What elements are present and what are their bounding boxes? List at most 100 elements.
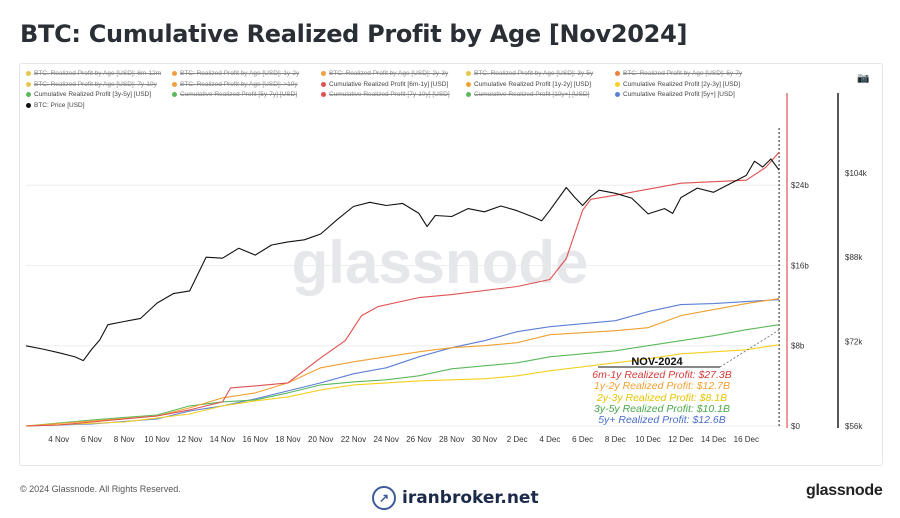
legend-dot-icon [615, 92, 620, 97]
x-tick-label: 12 Dec [668, 435, 693, 444]
legend-label: BTC: Realized Profit by Age [USD]: >10y [180, 80, 298, 88]
legend-label: BTC: Realized Profit by Age [USD]: 5y-7y [623, 70, 743, 77]
brand-logo[interactable]: ↗ iranbroker.net [372, 486, 539, 510]
legend-label: BTC: Realized Profit by Age [USD]: 3y-5y [474, 70, 594, 77]
legend-item[interactable]: BTC: Realized Profit by Age [USD]: >10y [172, 81, 298, 88]
x-tick-label: 14 Dec [701, 435, 726, 444]
x-tick-label: 18 Nov [275, 435, 300, 444]
legend-item[interactable]: BTC: Realized Profit by Age [USD]: 3y-5y [466, 70, 593, 77]
annotation-title: NOV-2024 [631, 356, 683, 368]
watermark: glassnode [292, 229, 589, 296]
x-tick-label: 8 Nov [114, 435, 135, 444]
x-tick-label: 14 Nov [210, 435, 235, 444]
annotation-line: 2y-3y Realized Profit: $8.1B [596, 391, 728, 404]
right-axis-tick-label: $88k [845, 253, 863, 262]
legend-item[interactable]: Cumulative Realized Profit [2y-3y] [USD] [615, 81, 740, 88]
legend-dot-icon [466, 92, 471, 97]
legend-dot-icon [26, 81, 31, 87]
series-line [25, 158, 780, 362]
legend-dot-icon [321, 71, 326, 76]
legend-item[interactable]: Cumulative Realized Profit [10y+] [USD] [466, 91, 589, 98]
legend-item[interactable]: Cumulative Realized Profit [5y+] [USD] [615, 91, 735, 98]
legend-dot-icon [172, 71, 177, 76]
legend-label: Cumulative Realized Profit [1y-2y] [USD] [474, 80, 592, 88]
legend-dot-icon [466, 81, 471, 87]
glassnode-logo: glassnode [806, 482, 883, 499]
x-tick-label: 10 Dec [635, 435, 660, 444]
right-axis-tick-label: $104k [845, 169, 868, 178]
legend-dot-icon [172, 81, 177, 87]
x-tick-label: 24 Nov [373, 435, 398, 444]
legend-dot-icon [321, 92, 326, 97]
legend-label: BTC: Realized Profit by Age [USD]: 6m-12… [34, 70, 162, 77]
legend-label: Cumulative Realized Profit [10y+] [USD] [474, 91, 590, 98]
trend-icon: ↗ [372, 486, 396, 510]
x-tick-label: 2 Dec [507, 435, 528, 444]
annotation-line: 6m-1y Realized Profit: $27.3B [592, 369, 732, 381]
annotation-leader [719, 329, 780, 368]
camera-icon[interactable]: 📷 [857, 73, 870, 84]
legend-dot-icon [172, 92, 177, 97]
left-axis-tick-label: $24b [791, 181, 809, 190]
annotation-line: 1y-2y Realized Profit: $12.7B [594, 380, 730, 393]
legend-label: BTC: Realized Profit by Age [USD]: 1y-2y [180, 70, 300, 77]
left-axis-tick-label: $0 [791, 422, 800, 431]
x-tick-label: 30 Nov [472, 435, 497, 444]
legend-label: Cumulative Realized Profit [2y-3y] [USD] [623, 80, 741, 88]
x-tick-label: 28 Nov [439, 435, 464, 444]
x-tick-label: 20 Nov [308, 435, 333, 444]
legend-item[interactable]: BTC: Realized Profit by Age [USD]: 5y-7y [615, 70, 742, 77]
page-title: BTC: Cumulative Realized Profit by Age [… [20, 20, 688, 48]
legend-item[interactable]: Cumulative Realized Profit [7y-10y] [USD… [321, 91, 450, 98]
annotation-line: 5y+ Realized Profit: $12.6B [598, 414, 726, 427]
legend-dot-icon [466, 71, 471, 76]
legend-label: Cumulative Realized Profit [3y-5y] [USD] [34, 91, 152, 98]
right-axis-tick-label: $72k [845, 338, 863, 347]
x-tick-label: 26 Nov [406, 435, 431, 444]
series-line [25, 151, 780, 427]
right-axis-tick-label: $56k [845, 422, 863, 431]
left-axis-tick-label: $8b [791, 342, 805, 351]
series-line [25, 298, 780, 427]
annotation-line: 3y-5y Realized Profit: $10.1B [594, 402, 730, 415]
legend-item[interactable]: BTC: Price [USD] [26, 102, 85, 109]
legend-item[interactable]: Cumulative Realized Profit [3y-5y] [USD] [26, 91, 151, 98]
chart-panel [19, 63, 883, 466]
x-tick-label: 4 Dec [539, 435, 560, 444]
legend-label: Cumulative Realized Profit [7y-10y] [USD… [329, 91, 450, 98]
legend-item[interactable]: BTC: Realized Profit by Age [USD]: 7y-10… [26, 81, 157, 88]
legend-label: BTC: Price [USD] [34, 101, 85, 109]
legend-dot-icon [26, 92, 31, 97]
series-line [25, 299, 780, 427]
legend-dot-icon [615, 71, 620, 76]
x-tick-label: 16 Dec [734, 435, 759, 444]
legend-label: Cumulative Realized Profit [5y-7y] [USD] [180, 91, 298, 98]
series-line [25, 344, 780, 427]
legend-item[interactable]: BTC: Realized Profit by Age [USD]: 6m-12… [26, 70, 161, 77]
legend-label: BTC: Realized Profit by Age [USD]: 2y-3y [329, 70, 449, 77]
legend-item[interactable]: BTC: Realized Profit by Age [USD]: 1y-2y [172, 70, 299, 77]
legend-label: BTC: Realized Profit by Age [USD]: 7y-10… [34, 80, 157, 88]
legend-item[interactable]: BTC: Realized Profit by Age [USD]: 2y-3y [321, 70, 448, 77]
legend-item[interactable]: Cumulative Realized Profit [5y-7y] [USD] [172, 91, 297, 98]
x-tick-label: 12 Nov [177, 435, 202, 444]
legend-item[interactable]: Cumulative Realized Profit [6m-1y] [USD] [321, 81, 448, 88]
x-tick-label: 6 Nov [81, 435, 102, 444]
legend-item[interactable]: Cumulative Realized Profit [1y-2y] [USD] [466, 81, 591, 88]
brand-text: iranbroker.net [402, 488, 539, 508]
legend-dot-icon [26, 102, 31, 108]
legend-dot-icon [321, 81, 326, 87]
copyright-text: © 2024 Glassnode. All Rights Reserved. [20, 484, 181, 494]
x-tick-label: 22 Nov [341, 435, 366, 444]
legend-dot-icon [615, 81, 620, 87]
legend-label: Cumulative Realized Profit [6m-1y] [USD] [329, 80, 449, 88]
left-axis-tick-label: $16b [791, 261, 809, 270]
legend-dot-icon [26, 71, 31, 76]
x-tick-label: 6 Dec [572, 435, 593, 444]
x-tick-label: 4 Nov [48, 435, 69, 444]
x-tick-label: 8 Dec [605, 435, 626, 444]
x-tick-label: 10 Nov [144, 435, 169, 444]
legend-label: Cumulative Realized Profit [5y+] [USD] [623, 91, 735, 98]
x-tick-label: 16 Nov [243, 435, 268, 444]
